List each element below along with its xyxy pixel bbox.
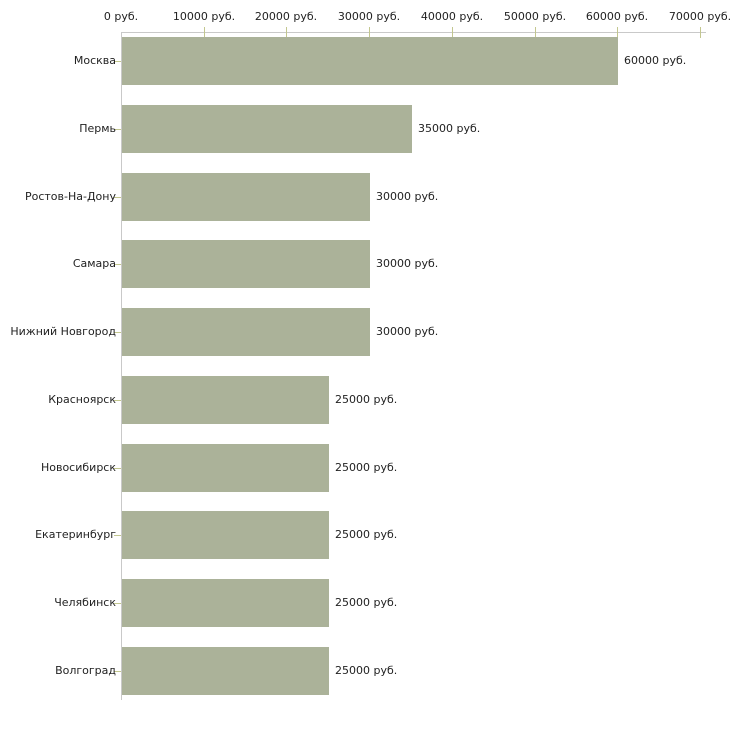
y-axis-tick [114, 400, 121, 401]
category-label: Екатеринбург [35, 528, 116, 541]
bar [122, 173, 370, 221]
value-label: 30000 руб. [376, 190, 439, 203]
bar [122, 240, 370, 288]
value-label: 25000 руб. [335, 664, 398, 677]
value-label: 25000 руб. [335, 596, 398, 609]
x-axis-tick-label: 0 руб. [103, 10, 139, 23]
x-axis-tick-label: 40000 руб. [420, 10, 484, 23]
bar [122, 511, 329, 559]
category-label: Москва [73, 54, 116, 67]
value-label: 35000 руб. [418, 122, 481, 135]
y-axis-line [121, 32, 122, 700]
value-label: 25000 руб. [335, 393, 398, 406]
x-axis-tick [204, 27, 205, 38]
x-axis-tick-label: 20000 руб. [254, 10, 318, 23]
category-label: Пермь [79, 122, 116, 135]
x-axis-tick-label: 30000 руб. [337, 10, 401, 23]
x-axis-tick [700, 27, 701, 38]
category-label: Челябинск [54, 596, 116, 609]
y-axis-tick [114, 535, 121, 536]
category-label: Ростов-На-Дону [24, 190, 116, 203]
x-axis-tick [452, 27, 453, 38]
bar [122, 444, 329, 492]
category-label: Нижний Новгород [10, 325, 116, 338]
bar [122, 647, 329, 695]
value-label: 30000 руб. [376, 257, 439, 270]
bar [122, 579, 329, 627]
x-axis-tick-label: 10000 руб. [172, 10, 236, 23]
value-label: 25000 руб. [335, 461, 398, 474]
x-axis-tick-label: 50000 руб. [503, 10, 567, 23]
value-label: 30000 руб. [376, 325, 439, 338]
y-axis-tick [114, 264, 121, 265]
bar [122, 105, 412, 153]
value-label: 25000 руб. [335, 528, 398, 541]
x-axis-line [121, 32, 706, 33]
y-axis-tick [114, 468, 121, 469]
x-axis-tick-label: 60000 руб. [585, 10, 649, 23]
category-label: Волгоград [55, 664, 116, 677]
x-axis-tick [535, 27, 536, 38]
x-axis-tick [369, 27, 370, 38]
y-axis-tick [114, 129, 121, 130]
category-label: Новосибирск [40, 461, 116, 474]
y-axis-tick [114, 603, 121, 604]
x-axis-tick [286, 27, 287, 38]
y-axis-tick [114, 332, 121, 333]
y-axis-tick [114, 197, 121, 198]
category-label: Красноярск [48, 393, 116, 406]
bar [122, 376, 329, 424]
category-label: Самара [72, 257, 116, 270]
value-label: 60000 руб. [624, 54, 687, 67]
x-axis-tick-label: 70000 руб. [668, 10, 730, 23]
x-axis-tick [617, 27, 618, 38]
y-axis-tick [114, 61, 121, 62]
bar [122, 308, 370, 356]
y-axis-tick [114, 671, 121, 672]
bar [122, 37, 618, 85]
